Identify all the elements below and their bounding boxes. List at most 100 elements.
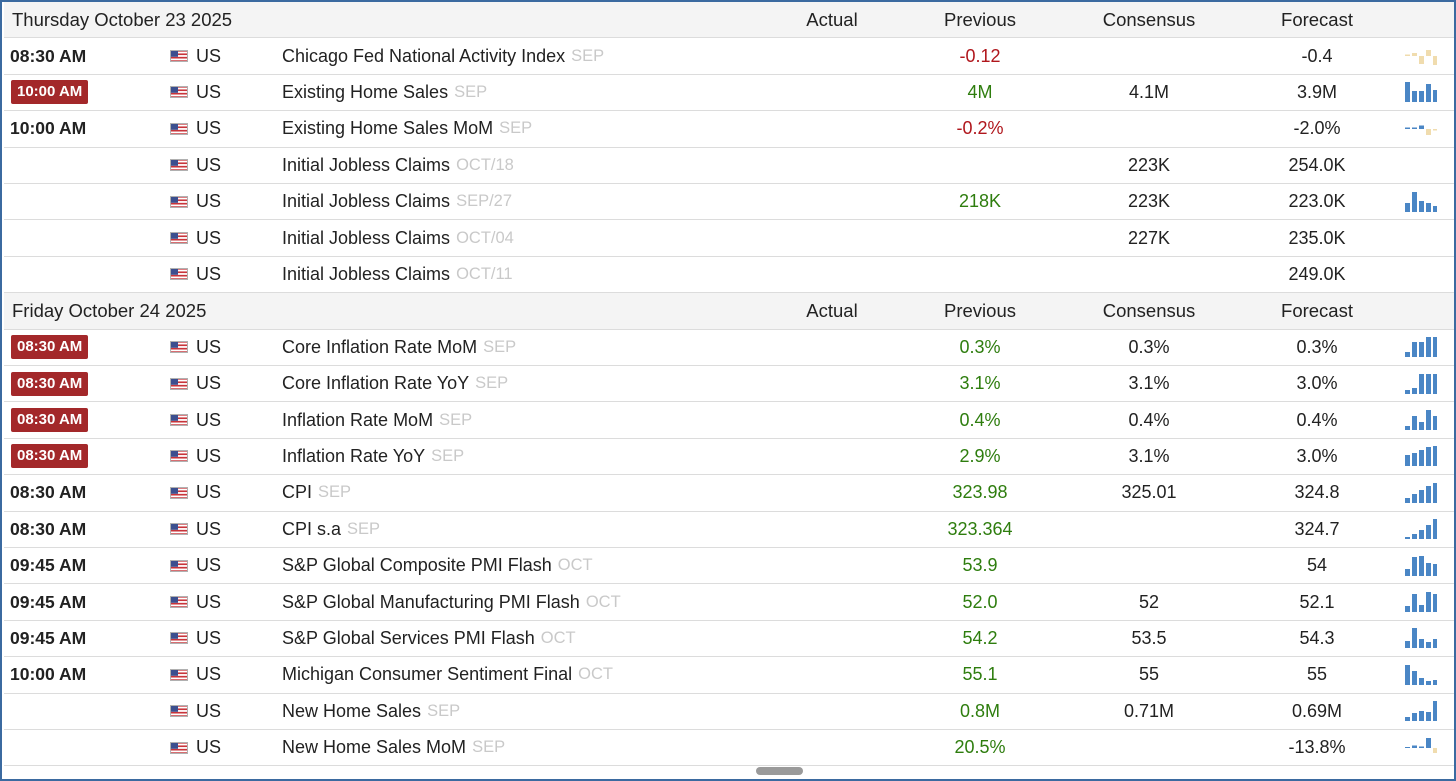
event-name-cell[interactable]: New Home Sales MoM SEP [282,730,505,765]
event-row[interactable]: 09:45 AM US S&P Global Composite PMI Flash… [4,548,1454,585]
event-name[interactable]: Initial Jobless Claims [282,154,451,175]
previous-value: 3.1% [959,373,1001,394]
mini-bar-chart-icon[interactable] [1403,694,1443,729]
event-name[interactable]: Inflation Rate MoM [282,409,434,430]
mini-bar-chart-icon[interactable] [1403,402,1443,437]
event-name[interactable]: S&P Global Composite PMI Flash [282,555,552,576]
event-name-cell[interactable]: S&P Global Composite PMI Flash OCT [282,548,593,583]
event-row[interactable]: 08:30 AM US Core Inflation Rate YoY SEP 3.1%… [4,366,1454,403]
event-name-cell[interactable]: Existing Home Sales SEP [282,75,487,110]
event-name[interactable]: Initial Jobless Claims [282,191,451,212]
mini-bar-chart-icon[interactable] [1403,512,1443,547]
us-flag-icon [170,122,188,135]
mini-bar-chart-icon[interactable] [1403,475,1443,510]
event-name[interactable]: Initial Jobless Claims [282,227,451,248]
spark-bar [1412,416,1417,431]
country: US [170,366,221,401]
event-name-cell[interactable]: Core Inflation Rate YoY SEP [282,366,508,401]
country: US [170,148,221,183]
event-name-cell[interactable]: S&P Global Manufacturing PMI Flash OCT [282,584,621,619]
event-reference-period: OCT [585,592,621,611]
mini-bar-chart-icon[interactable] [1403,439,1443,474]
event-name-cell[interactable]: CPI SEP [282,475,351,510]
event-name[interactable]: Chicago Fed National Activity Index [282,45,566,66]
event-row[interactable]: 08:30 AM US Chicago Fed National Activity … [4,38,1454,75]
event-row[interactable]: US Initial Jobless Claims SEP/27 218K 223K 22… [4,184,1454,221]
event-name-cell[interactable]: Initial Jobless Claims OCT/04 [282,220,514,255]
event-row[interactable]: US Initial Jobless Claims OCT/11 249.0K [4,256,1454,294]
spark-bar [1433,128,1437,131]
event-name-cell[interactable]: Initial Jobless Claims OCT/18 [282,148,514,183]
column-header-forecast[interactable]: Forecast [1281,8,1353,30]
event-row[interactable]: 10:00 AM US Michigan Consumer Sentiment Fi… [4,657,1454,694]
spark-bar [1426,562,1431,576]
event-name-cell[interactable]: Inflation Rate YoY SEP [282,439,464,474]
country-code: US [196,373,222,394]
event-row[interactable]: US Initial Jobless Claims OCT/18 223K 254.0K [4,147,1454,184]
us-flag-icon [170,195,188,208]
column-header-actual[interactable]: Actual [806,299,858,321]
mini-bar-chart-icon[interactable] [1403,657,1443,692]
mini-bar-chart-icon[interactable] [1403,584,1443,619]
event-name-cell[interactable]: Initial Jobless Claims OCT/11 [282,257,513,292]
mini-bar-chart-icon[interactable] [1403,257,1443,292]
column-header-consensus[interactable]: Consensus [1102,8,1196,30]
event-row[interactable]: US New Home Sales SEP 0.8M 0.71M 0.69M [4,693,1454,730]
event-name[interactable]: CPI s.a [282,518,342,539]
column-header-previous[interactable]: Previous [944,299,1016,321]
mini-bar-chart-icon[interactable] [1403,330,1443,365]
event-name[interactable]: CPI [282,482,313,503]
event-name[interactable]: Inflation Rate YoY [282,445,426,466]
event-name[interactable]: Existing Home Sales MoM [282,118,494,139]
mini-bar-chart-icon[interactable] [1403,366,1443,401]
event-row[interactable]: 08:30 AM US CPI s.a SEP 323.364 324.7 [4,511,1454,548]
event-name[interactable]: Existing Home Sales [282,81,449,102]
event-name-cell[interactable]: S&P Global Services PMI Flash OCT [282,621,576,656]
country: US [170,439,221,474]
mini-bar-chart-icon[interactable] [1403,148,1443,183]
column-header-actual[interactable]: Actual [806,8,858,30]
event-row[interactable]: 08:30 AM US CPI SEP 323.98 325.01 324.8 [4,475,1454,512]
event-row[interactable]: US New Home Sales MoM SEP 20.5% -13.8% [4,730,1454,767]
event-name[interactable]: New Home Sales [282,700,422,721]
mini-bar-chart-icon[interactable] [1403,730,1443,765]
mini-bar-chart-icon[interactable] [1403,548,1443,583]
mini-bar-chart-icon[interactable] [1403,38,1443,73]
event-name-cell[interactable]: Initial Jobless Claims SEP/27 [282,184,512,219]
scrollbar-thumb[interactable] [756,767,803,775]
event-row[interactable]: US Initial Jobless Claims OCT/04 227K 235.0K [4,220,1454,257]
event-name-cell[interactable]: Core Inflation Rate MoM SEP [282,330,516,365]
event-name[interactable]: Core Inflation Rate MoM [282,336,478,357]
event-row[interactable]: 09:45 AM US S&P Global Services PMI Flash O… [4,620,1454,658]
mini-bar-chart-icon[interactable] [1403,621,1443,656]
event-name[interactable]: New Home Sales MoM [282,737,467,758]
event-row[interactable]: 08:30 AM US Inflation Rate YoY SEP 2.9% 3.1% 3… [4,438,1454,476]
event-name[interactable]: Michigan Consumer Sentiment Final [282,664,573,685]
event-row[interactable]: 08:30 AM US Inflation Rate MoM SEP 0.4% 0.4% 0… [4,402,1454,439]
mini-bar-chart-icon[interactable] [1403,75,1443,110]
us-flag-icon [170,559,188,572]
event-name[interactable]: S&P Global Services PMI Flash [282,627,535,648]
event-name-cell[interactable]: CPI s.a SEP [282,512,380,547]
us-flag-icon [170,414,188,427]
event-row[interactable]: 09:45 AM US S&P Global Manufacturing PMI F… [4,584,1454,621]
column-header-previous[interactable]: Previous [944,8,1016,30]
spark-bar [1426,525,1431,540]
column-header-consensus[interactable]: Consensus [1102,299,1196,321]
event-row[interactable]: 08:30 AM US Core Inflation Rate MoM SEP 0.3%… [4,329,1454,366]
mini-bar-chart-icon[interactable] [1403,220,1443,255]
event-name-cell[interactable]: Inflation Rate MoM SEP [282,402,472,437]
mini-bar-chart-icon[interactable] [1403,111,1443,146]
event-name[interactable]: S&P Global Manufacturing PMI Flash [282,591,580,612]
event-name[interactable]: Initial Jobless Claims [282,263,451,284]
event-name-cell[interactable]: Chicago Fed National Activity Index SEP [282,38,604,73]
event-name-cell[interactable]: New Home Sales SEP [282,694,460,729]
event-name[interactable]: Core Inflation Rate YoY [282,373,470,394]
column-header-forecast[interactable]: Forecast [1281,299,1353,321]
event-row[interactable]: 10:00 AM US Existing Home Sales SEP 4M 4.1M 3.… [4,74,1454,112]
event-name-cell[interactable]: Michigan Consumer Sentiment Final OCT [282,657,613,692]
event-name-cell[interactable]: Existing Home Sales MoM SEP [282,111,532,146]
mini-bar-chart-icon[interactable] [1403,184,1443,219]
event-row[interactable]: 10:00 AM US Existing Home Sales MoM SEP -0.2… [4,111,1454,148]
previous-value: 53.9 [962,555,998,576]
